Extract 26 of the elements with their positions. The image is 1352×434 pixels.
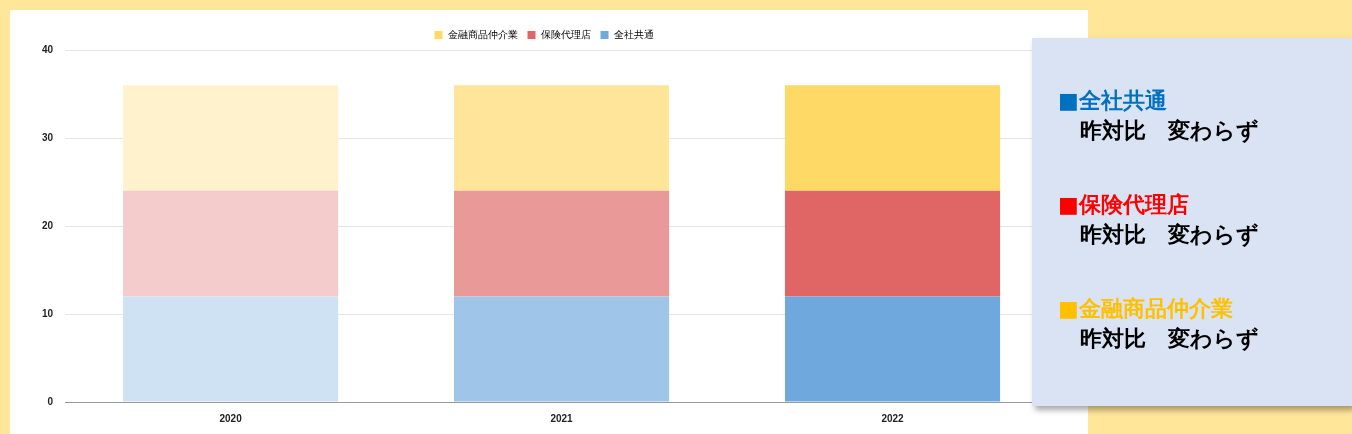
y-tick-label: 40	[42, 43, 54, 55]
bar	[784, 85, 1001, 191]
bar	[123, 296, 339, 402]
text: 昨対比 変わらず	[1079, 221, 1260, 249]
bar	[784, 190, 1001, 297]
x-tick-label: 2022	[881, 412, 905, 424]
category-label: ■保険代理店	[1058, 191, 1190, 219]
bar	[123, 190, 339, 297]
x-tick-label: 2020	[219, 412, 243, 424]
y-tick-label: 30	[42, 131, 54, 143]
bar	[123, 85, 339, 191]
y-tick-label: 10	[42, 307, 54, 319]
text: 昨対比 変わらず	[1079, 117, 1260, 145]
y-tick-label: 20	[42, 219, 54, 231]
category-label: ■金融商品仲介業	[1058, 295, 1234, 323]
legend-label: 保険代理店	[540, 28, 591, 40]
x-tick-label: 2021	[550, 412, 574, 424]
category-label: ■全社共通	[1058, 87, 1168, 115]
legend-label: 金融商品仲介業	[447, 28, 518, 40]
bar	[454, 85, 670, 191]
bar	[454, 190, 670, 297]
y-tick-label: 0	[47, 395, 54, 407]
bar	[454, 296, 670, 402]
text: 昨対比 変わらず	[1079, 325, 1260, 353]
legend-label: 全社共通	[613, 28, 654, 40]
bar	[784, 296, 1001, 402]
